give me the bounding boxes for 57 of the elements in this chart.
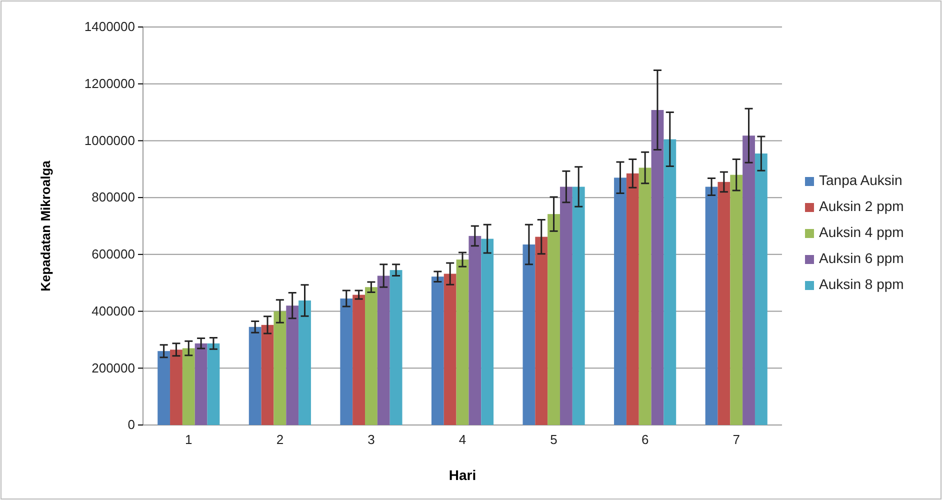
x-axis-title: Hari	[448, 467, 476, 483]
bar	[431, 276, 444, 425]
bar	[352, 294, 366, 425]
bar	[158, 351, 170, 425]
bar	[651, 110, 664, 425]
y-tick-label: 1200000	[84, 76, 135, 92]
bar	[248, 326, 262, 425]
bar	[468, 236, 482, 425]
bar	[274, 311, 286, 425]
bar	[548, 214, 560, 425]
legend-label: Auksin 2 ppm	[819, 198, 904, 214]
y-tick-label: 600000	[92, 246, 135, 262]
bar	[638, 168, 652, 425]
x-tick-label: 6	[641, 432, 649, 448]
bar	[522, 244, 536, 425]
bar	[365, 287, 378, 425]
y-tick-label: 800000	[92, 190, 135, 205]
bar	[742, 136, 755, 425]
legend-label: Auksin 4 ppm	[819, 224, 904, 240]
x-tick-label: 5	[550, 432, 558, 448]
bar	[261, 324, 274, 425]
bar	[377, 276, 390, 425]
bar	[444, 274, 456, 425]
y-axis-title: Kepadatan Mikroalga	[38, 160, 53, 292]
y-tick-label: 200000	[92, 360, 135, 376]
bar	[614, 178, 626, 425]
y-tick-label: 1400000	[84, 19, 135, 34]
x-tick-label: 2	[276, 432, 284, 448]
y-tick-label: 0	[128, 417, 135, 432]
bar	[626, 173, 639, 425]
legend-label: Tanpa Auksin	[819, 172, 902, 188]
bar	[207, 343, 220, 425]
bar	[390, 270, 402, 425]
bar	[730, 174, 743, 425]
bar	[170, 350, 182, 425]
x-tick-label: 4	[458, 432, 466, 448]
bar	[535, 236, 548, 425]
bar	[718, 182, 730, 425]
bar	[298, 300, 311, 425]
bar	[560, 186, 572, 425]
bar	[754, 154, 768, 425]
bar	[286, 306, 299, 425]
bar	[664, 139, 676, 425]
x-tick-label: 7	[732, 432, 740, 448]
bar	[481, 238, 494, 425]
y-tick-label: 400000	[92, 303, 135, 318]
bar	[182, 348, 195, 425]
bar	[705, 186, 718, 425]
bar	[456, 260, 469, 425]
bar	[194, 343, 208, 425]
x-tick-label: 1	[185, 432, 192, 448]
legend-label: Auksin 8 ppm	[819, 276, 904, 292]
x-tick-label: 3	[368, 432, 375, 448]
y-tick-label: 1000000	[84, 132, 135, 148]
bar	[340, 298, 353, 425]
legend-label: Auksin 6 ppm	[819, 250, 904, 266]
bar	[572, 186, 585, 425]
